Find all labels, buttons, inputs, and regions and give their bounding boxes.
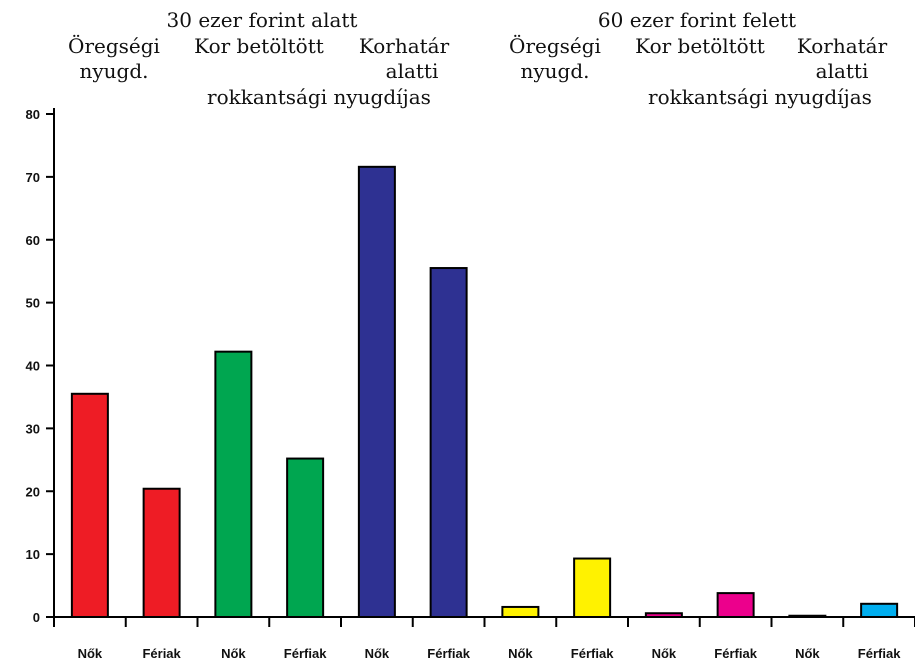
subgroup-4-line-2: nyugd. [520,59,589,83]
bar [644,612,683,618]
bar [142,487,181,618]
x-category-label: Férfiak [284,646,327,661]
y-tick-label: 0 [33,610,40,625]
subgroup-5-line-3: rokkantsági nyugdíjas [648,85,872,109]
x-category-label: Nők [508,646,533,661]
x-category-label: Nők [795,646,820,661]
subgroup-4-line-1: Öregségi [509,33,601,58]
subgroup-1-line-2: nyugd. [79,59,148,83]
group-headers: 30 ezer forint alatt Öregségi nyugd. Kor… [68,8,888,109]
y-tick-label: 40 [26,359,40,374]
bar [788,614,827,618]
bar [357,165,396,618]
bar [70,392,109,619]
x-category-label: Fériak [142,646,181,661]
subgroup-3-line-2: alatti [386,59,439,83]
y-tick-label: 80 [26,107,40,122]
subgroup-2-line-1: Kor betöltött [194,34,324,58]
y-tick-label: 50 [26,296,40,311]
bar [286,457,325,618]
y-tick-label: 10 [26,547,40,562]
x-category-label: Férfiak [858,646,901,661]
subgroup-6-line-2: alatti [816,59,869,83]
x-category-label: Férfiak [571,646,614,661]
y-tick-label: 30 [26,421,40,436]
subgroup-1-line-1: Öregségi [68,33,160,58]
group-header-title-2: 60 ezer forint felett [598,8,796,32]
x-category-label: Nők [365,646,390,661]
x-category-label: Férfiak [427,646,470,661]
x-category-label: Nők [221,646,246,661]
bar [429,267,468,618]
y-tick-label: 60 [26,233,40,248]
subgroup-2-line-3: rokkantsági nyugdíjas [207,85,431,109]
bar [716,592,755,618]
group-header-title-1: 30 ezer forint alatt [167,8,358,32]
subgroup-3-line-1: Korhatár [359,34,450,58]
subgroup-6-line-1: Korhatár [797,34,888,58]
category-labels: Nők Fériak Nők Férfiak Nők Férfiak Nők Férfiak N… [78,646,902,661]
x-category-label: Nők [652,646,677,661]
x-category-label: Férfiak [714,646,757,661]
y-tick-label: 70 [26,170,40,185]
bar [573,557,612,618]
subgroup-5-line-1: Kor betöltött [635,34,765,58]
bars [70,165,899,619]
axes: 0 10 20 30 40 50 60 70 80 [26,107,915,627]
bar [501,605,540,619]
x-category-label: Nők [78,646,103,661]
bar [214,350,253,618]
bar [860,602,899,619]
y-tick-label: 20 [26,484,40,499]
